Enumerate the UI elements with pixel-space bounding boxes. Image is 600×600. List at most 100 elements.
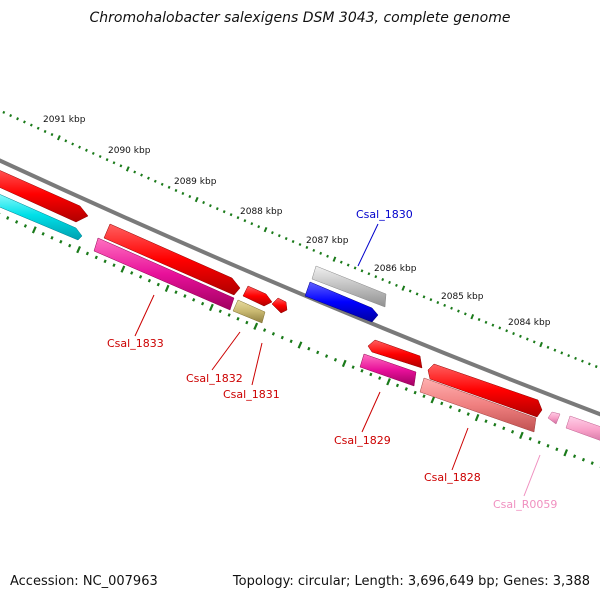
ruler-tick (360, 368, 364, 373)
ruler-tick (183, 294, 187, 298)
ruler-tick (312, 248, 316, 252)
ruler-tick (202, 201, 206, 205)
ruler-tick (528, 436, 532, 441)
gene-label-csal-r0059: Csal_R0059 (493, 498, 557, 511)
gene-arrow-grey (311, 265, 387, 308)
ruler-tick (324, 354, 329, 358)
gene-label-csal-1832: Csal_1832 (186, 372, 243, 385)
gene-label-csal-1831: Csal_1831 (223, 388, 280, 401)
ruler-tick (395, 383, 400, 388)
ruler-tick (590, 461, 594, 465)
ruler-tick (236, 316, 240, 321)
ruler-tick (78, 145, 82, 149)
gene-arrow-magenta (359, 353, 417, 387)
ruler-tick (587, 362, 591, 366)
ruler-tick (502, 426, 506, 431)
ruler-tick (450, 306, 453, 310)
ruler-tick (466, 412, 470, 416)
ruler-tick (430, 396, 436, 404)
ruler-tick (378, 376, 382, 380)
gene-arrow (271, 297, 288, 314)
kbp-label: 2087 kbp (306, 236, 349, 246)
ruler-tick (91, 151, 95, 155)
ruler-tick (68, 243, 72, 248)
ruler-tick (222, 210, 226, 214)
ruler-tick (555, 447, 559, 452)
ruler-tick (271, 331, 276, 336)
kbp-label: 2085 kbp (441, 292, 484, 302)
ruler-tick (146, 176, 150, 180)
ruler-tick (484, 320, 488, 324)
ruler-tick (280, 335, 284, 340)
gene-label-csal-1828: Csal_1828 (424, 471, 481, 484)
ruler-tick (319, 251, 323, 255)
ruler-tick (532, 340, 536, 344)
ruler-tick (103, 259, 107, 264)
ruler-tick (381, 278, 385, 282)
gene-label-csal-1833: Csal_1833 (107, 337, 164, 350)
ruler-tick (56, 135, 61, 141)
ruler-tick (98, 154, 102, 159)
ruler-tick (525, 337, 529, 341)
forward-strand-features (0, 170, 561, 425)
ruler-tick (84, 148, 88, 152)
ruler-tick (457, 309, 460, 313)
gene-arrow-blue (304, 281, 379, 323)
ruler-tick (553, 348, 557, 352)
ruler-tick (227, 313, 231, 317)
ruler-tick (218, 309, 222, 314)
gene-arrow-salmon (419, 377, 537, 433)
gene-arrow-cyan (0, 194, 83, 241)
ruler-tick (277, 234, 281, 238)
ruler-tick (76, 245, 82, 254)
ruler-tick (491, 323, 495, 327)
gene-label-csal-1829: Csal_1829 (334, 434, 391, 447)
ruler-tick (463, 312, 467, 316)
ruler-tick (208, 204, 212, 208)
ruler-tick (477, 318, 481, 322)
kbp-label: 2084 kbp (508, 318, 551, 328)
kbp-label: 2089 kbp (174, 177, 217, 187)
ruler-tick (119, 164, 123, 168)
ruler-tick (316, 350, 320, 355)
ruler-tick (401, 285, 406, 291)
reverse-strand-features (0, 194, 600, 441)
ruler-tick (140, 173, 144, 177)
ruler-tick (289, 339, 293, 344)
ruler-tick (192, 298, 196, 302)
inner-ruler-ticks (0, 212, 600, 468)
ruler-tick (174, 188, 178, 192)
ruler-tick (369, 372, 373, 377)
ruler-tick (413, 390, 417, 395)
ruler-tick (512, 332, 515, 336)
ruler-tick (519, 334, 522, 338)
ruler-tick (429, 298, 433, 302)
ruler-tick (133, 170, 137, 174)
ruler-tick (257, 225, 261, 229)
ruler-tick (443, 303, 447, 307)
ruler-tick (457, 408, 462, 413)
ruler-tick (160, 182, 164, 186)
ruler-tick (50, 133, 54, 137)
gene-arrow (367, 339, 423, 369)
ruler-tick (14, 220, 19, 224)
ruler-tick (156, 282, 160, 287)
ruler-tick (474, 413, 480, 422)
ruler-tick (333, 357, 338, 362)
ruler-tick (360, 269, 364, 273)
ruler-tick (270, 231, 274, 235)
ruler-tick (188, 195, 192, 199)
ruler-tick (574, 356, 577, 360)
ruler-tick (539, 341, 543, 348)
label-leaders (134, 223, 541, 497)
ruler-tick (563, 449, 569, 457)
ruler-tick (448, 405, 453, 409)
genome-summary-text: Topology: circular; Length: 3,696,649 bp… (232, 574, 590, 589)
ruler-tick (263, 227, 268, 233)
ruler-tick (59, 239, 63, 244)
ruler-tick (291, 240, 295, 244)
ruler-tick (341, 359, 347, 368)
ruler-tick (167, 185, 171, 189)
ruler-tick (581, 359, 584, 363)
